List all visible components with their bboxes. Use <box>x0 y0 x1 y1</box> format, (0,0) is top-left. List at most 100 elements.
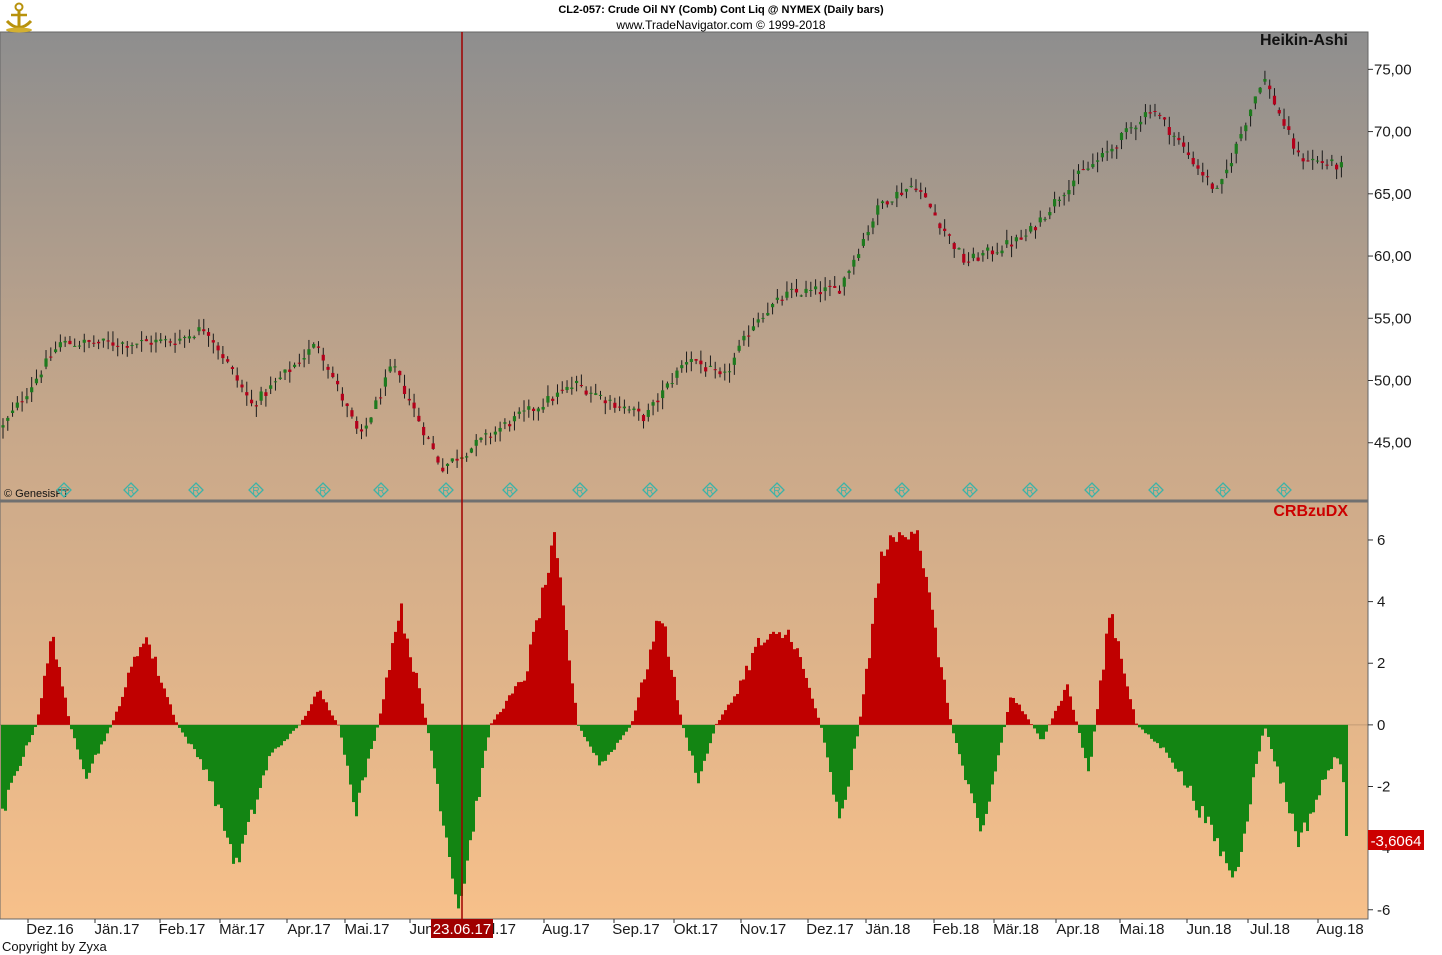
histogram-bar <box>1324 724 1327 780</box>
candle <box>455 449 459 468</box>
histogram-bar <box>505 700 508 725</box>
histogram-bar <box>1237 724 1240 867</box>
histogram-bar <box>760 645 763 725</box>
diamond-r-icon[interactable]: R <box>315 482 331 498</box>
histogram-bar <box>1165 724 1168 753</box>
histogram-bar <box>61 686 64 725</box>
date-tick-label: Dez.16 <box>26 921 74 938</box>
price-tick-label: 55,00 <box>1374 310 1412 327</box>
candle <box>575 375 579 392</box>
histogram-bar <box>778 632 781 725</box>
histogram-bar <box>1156 724 1159 744</box>
candle <box>178 329 182 345</box>
candle <box>202 318 206 335</box>
histogram-bar <box>58 666 61 725</box>
diamond-r-icon[interactable]: R <box>373 482 389 498</box>
diamond-r-icon[interactable]: R <box>438 482 454 498</box>
histogram-bar <box>1018 704 1021 725</box>
candle <box>689 351 693 372</box>
diamond-r-icon[interactable]: R <box>702 482 718 498</box>
histogram-bar <box>1108 617 1111 725</box>
histogram-bar <box>1246 724 1249 822</box>
candle <box>340 387 344 407</box>
histogram-bar <box>991 724 994 785</box>
histogram-bar <box>730 702 733 725</box>
diamond-r-icon[interactable]: R <box>188 482 204 498</box>
histogram-bar <box>502 708 505 725</box>
diamond-r-icon[interactable]: R <box>502 482 518 498</box>
diamond-r-icon[interactable]: R <box>1022 482 1038 498</box>
histogram-bar <box>862 694 865 725</box>
histogram-bar <box>277 724 280 748</box>
histogram-bar <box>1069 696 1072 725</box>
histogram-bar <box>919 550 922 725</box>
histogram-bar <box>118 706 121 725</box>
diamond-r-icon[interactable]: R <box>123 482 139 498</box>
candle <box>144 335 148 342</box>
histogram-bar <box>154 656 157 725</box>
histogram-bar <box>538 618 541 725</box>
candle <box>598 390 603 400</box>
indicator-tick-label: -2 <box>1377 778 1390 795</box>
diamond-r-icon[interactable]: R <box>642 482 658 498</box>
histogram-bar <box>1036 724 1039 734</box>
histogram-bar <box>1168 724 1171 758</box>
diamond-r-icon[interactable]: R <box>1084 482 1100 498</box>
histogram-bar <box>199 724 202 760</box>
diamond-r-icon[interactable]: R <box>836 482 852 498</box>
histogram-bar <box>625 724 628 732</box>
histogram-bar <box>457 724 460 909</box>
candle <box>990 246 995 262</box>
histogram-bar <box>1135 723 1138 725</box>
diamond-r-icon[interactable]: R <box>1148 482 1164 498</box>
diamond-r-icon[interactable]: R <box>572 482 588 498</box>
diamond-r-icon[interactable]: R <box>1276 482 1292 498</box>
candle <box>1053 191 1057 214</box>
histogram-bar <box>439 724 442 812</box>
histogram-bar <box>1183 724 1186 786</box>
histogram-bar <box>628 724 631 728</box>
histogram-bar <box>1024 714 1027 725</box>
histogram-bar <box>37 714 40 725</box>
histogram-bar <box>892 537 895 725</box>
histogram-bar <box>1078 724 1081 734</box>
candle <box>1005 229 1009 248</box>
candle <box>197 319 201 336</box>
histogram-bar <box>4 724 7 811</box>
candle <box>30 376 34 402</box>
diamond-r-icon[interactable]: R <box>248 482 264 498</box>
diamond-r-icon[interactable]: R <box>894 482 910 498</box>
candle <box>297 353 301 367</box>
candle <box>211 333 215 354</box>
svg-text:R: R <box>706 486 713 497</box>
histogram-bar <box>1039 724 1042 740</box>
candle <box>1339 155 1343 178</box>
histogram-bar <box>1171 724 1174 763</box>
candle <box>890 201 894 206</box>
diamond-r-icon[interactable]: R <box>56 482 72 498</box>
histogram-bar <box>634 710 637 725</box>
diamond-r-icon[interactable]: R <box>962 482 978 498</box>
diamond-r-icon[interactable]: R <box>1215 482 1231 498</box>
candle <box>345 403 349 418</box>
candle <box>923 187 928 198</box>
diamond-r-icon[interactable]: R <box>769 482 785 498</box>
histogram-bar <box>1273 724 1276 762</box>
svg-text:R: R <box>442 486 449 497</box>
histogram-bar <box>832 724 835 795</box>
candle <box>431 435 435 450</box>
histogram-bar <box>469 724 472 841</box>
candle <box>402 374 407 399</box>
date-tick-label: Feb.17 <box>159 921 206 938</box>
candle <box>1186 142 1191 159</box>
histogram-bar <box>982 724 985 826</box>
histogram-bar <box>1150 724 1153 739</box>
candle <box>1096 152 1100 173</box>
histogram-bar <box>175 722 178 725</box>
histogram-bar <box>1012 697 1015 725</box>
histogram-bar <box>133 656 136 725</box>
histogram-bar <box>355 724 358 817</box>
candle <box>245 381 249 406</box>
histogram-bar <box>1063 689 1066 725</box>
date-tick-label: Dez.17 <box>806 921 854 938</box>
